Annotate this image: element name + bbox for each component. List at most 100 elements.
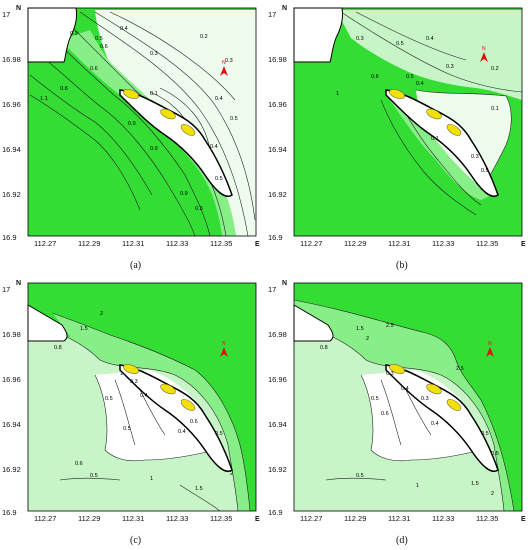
reef bbox=[446, 399, 462, 411]
svg-text:2: 2 bbox=[366, 336, 369, 342]
svg-text:0.8: 0.8 bbox=[320, 345, 328, 351]
svg-text:0.5: 0.5 bbox=[406, 74, 414, 80]
svg-text:16.96: 16.96 bbox=[268, 375, 287, 384]
north-arrow-icon: N bbox=[486, 341, 494, 357]
svg-text:0.2: 0.2 bbox=[491, 66, 499, 72]
svg-text:2: 2 bbox=[491, 491, 494, 497]
x-tick-labels: 112.27 112.29 112.31 112.33 112.35 bbox=[300, 514, 498, 523]
svg-text:112.31: 112.31 bbox=[388, 239, 410, 248]
svg-text:112.29: 112.29 bbox=[344, 514, 366, 523]
svg-text:0.4: 0.4 bbox=[140, 393, 148, 399]
svg-text:N: N bbox=[488, 341, 492, 347]
svg-text:0.3: 0.3 bbox=[225, 58, 233, 64]
svg-text:0.3: 0.3 bbox=[150, 51, 158, 57]
svg-text:112.33: 112.33 bbox=[432, 239, 454, 248]
map-frame bbox=[27, 282, 257, 512]
y-tick-labels: 17 16.98 16.96 16.94 16.92 16.9 bbox=[268, 285, 287, 517]
svg-text:16.94: 16.94 bbox=[2, 145, 21, 154]
north-arrow-icon: N bbox=[480, 46, 488, 62]
reef bbox=[160, 108, 176, 120]
svg-text:0.3: 0.3 bbox=[421, 396, 429, 402]
svg-text:N: N bbox=[482, 46, 486, 52]
svg-text:16.96: 16.96 bbox=[2, 375, 21, 384]
svg-text:112.27: 112.27 bbox=[300, 514, 322, 523]
x-tick-labels: 112.27 112.29 112.31 112.33 112.35 bbox=[300, 239, 498, 248]
svg-text:0.4: 0.4 bbox=[431, 421, 439, 427]
reef bbox=[389, 364, 405, 374]
north-arrow-icon: N bbox=[220, 60, 228, 76]
land bbox=[293, 7, 343, 63]
contour-labels: 0.3 0.5 0.4 0.3 0.2 0.1 0.4 0.5 0.6 1 0.… bbox=[336, 36, 499, 174]
svg-text:N: N bbox=[16, 280, 21, 287]
svg-text:112.27: 112.27 bbox=[300, 239, 322, 248]
svg-text:0.8: 0.8 bbox=[54, 345, 62, 351]
svg-text:0.3: 0.3 bbox=[195, 206, 203, 212]
svg-text:16.98: 16.98 bbox=[2, 55, 21, 64]
reef bbox=[160, 383, 176, 395]
reef bbox=[180, 124, 196, 136]
svg-text:1.5: 1.5 bbox=[195, 486, 203, 492]
sea-light bbox=[336, 10, 522, 100]
svg-text:16.9: 16.9 bbox=[2, 508, 17, 517]
contour-labels: 2 1.5 1 0.3 0.4 0.5 0.5 0.6 0.4 0.5 0.6 … bbox=[54, 311, 233, 492]
svg-text:112.35: 112.35 bbox=[476, 514, 498, 523]
svg-text:N: N bbox=[222, 60, 226, 66]
land bbox=[27, 7, 77, 63]
svg-text:0.5: 0.5 bbox=[95, 36, 103, 42]
y-tick-labels: 17 16.98 16.96 16.94 16.92 16.9 bbox=[268, 10, 287, 242]
svg-text:0.3: 0.3 bbox=[356, 36, 364, 42]
svg-text:112.31: 112.31 bbox=[122, 239, 144, 248]
svg-text:E: E bbox=[521, 516, 526, 523]
svg-text:16.96: 16.96 bbox=[2, 100, 21, 109]
sea-mid bbox=[386, 95, 492, 200]
svg-text:0.1: 0.1 bbox=[491, 106, 499, 112]
svg-text:16.98: 16.98 bbox=[268, 55, 287, 64]
svg-text:2: 2 bbox=[100, 311, 103, 317]
svg-text:2.5: 2.5 bbox=[386, 323, 394, 329]
svg-text:0.2: 0.2 bbox=[200, 34, 208, 40]
svg-text:0.5: 0.5 bbox=[491, 451, 499, 457]
svg-text:16.96: 16.96 bbox=[268, 100, 287, 109]
svg-text:N: N bbox=[222, 341, 226, 347]
svg-text:2: 2 bbox=[230, 471, 233, 477]
svg-text:N: N bbox=[282, 5, 287, 12]
svg-text:0.4: 0.4 bbox=[416, 81, 424, 87]
island bbox=[385, 89, 499, 197]
panel-caption: (a) bbox=[130, 260, 141, 271]
svg-text:0.5: 0.5 bbox=[123, 426, 131, 432]
svg-text:0.5: 0.5 bbox=[215, 176, 223, 182]
svg-text:0.4: 0.4 bbox=[210, 144, 218, 150]
svg-text:0.6: 0.6 bbox=[90, 66, 98, 72]
svg-text:1.1: 1.1 bbox=[40, 96, 48, 102]
svg-text:0.5: 0.5 bbox=[481, 431, 489, 437]
svg-text:0.3: 0.3 bbox=[471, 154, 479, 160]
svg-text:0.5: 0.5 bbox=[396, 41, 404, 47]
svg-text:0.5: 0.5 bbox=[230, 116, 238, 122]
svg-text:112.35: 112.35 bbox=[210, 514, 232, 523]
svg-text:0.6: 0.6 bbox=[75, 461, 83, 467]
map-c: 2 1.5 1 0.3 0.4 0.5 0.5 0.6 0.4 0.5 0.6 … bbox=[2, 280, 260, 546]
contour-lines bbox=[27, 304, 251, 512]
svg-text:112.33: 112.33 bbox=[432, 514, 454, 523]
svg-text:0.9: 0.9 bbox=[150, 146, 158, 152]
svg-text:0.5: 0.5 bbox=[481, 168, 489, 174]
svg-text:0.4: 0.4 bbox=[401, 386, 409, 392]
svg-text:0.3: 0.3 bbox=[446, 64, 454, 70]
svg-text:1: 1 bbox=[336, 91, 339, 97]
svg-text:E: E bbox=[521, 241, 526, 248]
svg-text:1: 1 bbox=[150, 476, 153, 482]
map-frame bbox=[293, 7, 523, 237]
panel-c: 2 1.5 1 0.3 0.4 0.5 0.5 0.6 0.4 0.5 0.6 … bbox=[0, 275, 265, 550]
panel-caption: (d) bbox=[396, 535, 408, 546]
svg-text:0.8: 0.8 bbox=[60, 86, 68, 92]
svg-text:0.9: 0.9 bbox=[180, 191, 188, 197]
panel-a: 0.3 0.5 0.6 0.4 0.3 0.2 0.3 0.4 0.5 0.1 … bbox=[0, 0, 265, 275]
svg-text:0.6: 0.6 bbox=[100, 44, 108, 50]
svg-text:0.4: 0.4 bbox=[120, 26, 128, 32]
reef bbox=[123, 89, 139, 99]
sea-shallow bbox=[361, 370, 481, 461]
svg-text:16.98: 16.98 bbox=[268, 330, 287, 339]
svg-text:0.1: 0.1 bbox=[150, 91, 158, 97]
panel-d: 2.5 2.5 1.5 2 0.3 0.4 0.5 0.6 0.3 0.4 0.… bbox=[266, 275, 531, 550]
svg-text:16.94: 16.94 bbox=[268, 145, 287, 154]
